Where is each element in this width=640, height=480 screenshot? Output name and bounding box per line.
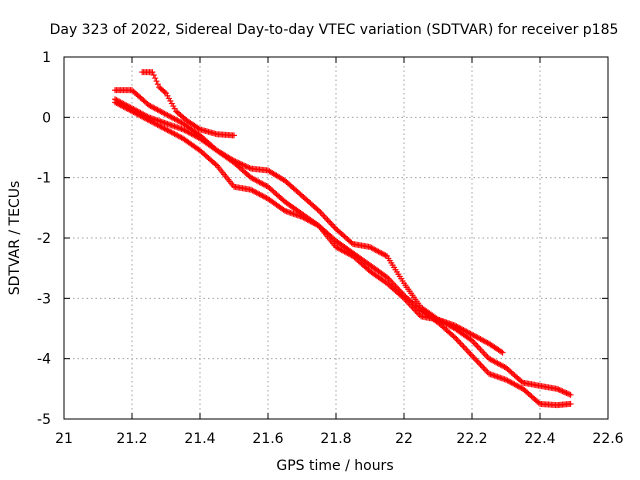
data-point <box>382 252 389 259</box>
axis-ticks <box>63 56 609 420</box>
data-point <box>246 164 253 171</box>
y-tick-label: -5 <box>37 412 51 428</box>
y-tick-label: -4 <box>37 352 51 368</box>
x-tick-label: 21.4 <box>184 431 215 447</box>
data-point <box>245 164 252 171</box>
x-tick-label: 21.8 <box>320 431 351 447</box>
data-point <box>150 72 157 79</box>
x-tick-label: 21 <box>55 431 73 447</box>
data-point <box>161 88 168 95</box>
data-point <box>535 399 542 406</box>
data-point <box>231 132 237 139</box>
data-point <box>562 389 569 396</box>
data-point <box>554 385 560 392</box>
data-point <box>560 388 567 395</box>
chart-title: Day 323 of 2022, Sidereal Day-to-day VTE… <box>50 22 619 38</box>
data-point <box>567 400 574 407</box>
series-track-3 <box>112 96 574 398</box>
data-point <box>152 75 159 82</box>
data-point <box>314 206 321 213</box>
data-point <box>563 390 570 397</box>
data-point <box>566 391 573 398</box>
data-point <box>240 162 247 169</box>
x-tick-label: 22.2 <box>456 431 487 447</box>
data-point <box>239 161 246 168</box>
data-point <box>154 81 161 88</box>
data-point <box>564 390 571 397</box>
y-tick-label: -2 <box>37 231 51 247</box>
x-tick-label: 21.2 <box>116 431 147 447</box>
y-tick-label: -3 <box>37 291 51 307</box>
data-point <box>556 387 563 394</box>
data-point <box>498 348 505 355</box>
y-tick-labels: 1 0 -1 -2 -3 -4 -5 <box>37 50 51 428</box>
x-tick-labels: 21 21.2 21.4 21.6 21.8 22 22.2 22.4 22.6 <box>55 431 624 447</box>
x-tick-label: 21.6 <box>252 431 283 447</box>
data-point <box>153 78 160 85</box>
data-point <box>195 125 202 132</box>
y-axis-label: SDTVAR / TECUs <box>7 181 23 296</box>
data-points <box>112 69 574 409</box>
series-track-4 <box>139 69 237 139</box>
data-point <box>243 163 250 170</box>
data-point <box>242 163 249 170</box>
data-point <box>558 387 565 394</box>
data-point <box>314 221 321 228</box>
x-axis-label: GPS time / hours <box>276 458 393 474</box>
y-tick-label: 1 <box>42 50 51 66</box>
data-point <box>559 388 566 395</box>
data-point <box>149 69 156 76</box>
data-point <box>555 386 562 393</box>
data-point <box>144 113 151 120</box>
x-tick-label: 22.6 <box>592 431 623 447</box>
data-point <box>399 294 406 301</box>
data-point <box>212 161 219 168</box>
y-tick-label: 0 <box>42 110 51 126</box>
x-tick-label: 22.4 <box>524 431 555 447</box>
data-point <box>499 349 506 356</box>
data-point <box>450 333 457 340</box>
data-point <box>567 391 574 398</box>
y-tick-label: -1 <box>37 171 51 187</box>
x-tick-label: 22 <box>395 431 413 447</box>
